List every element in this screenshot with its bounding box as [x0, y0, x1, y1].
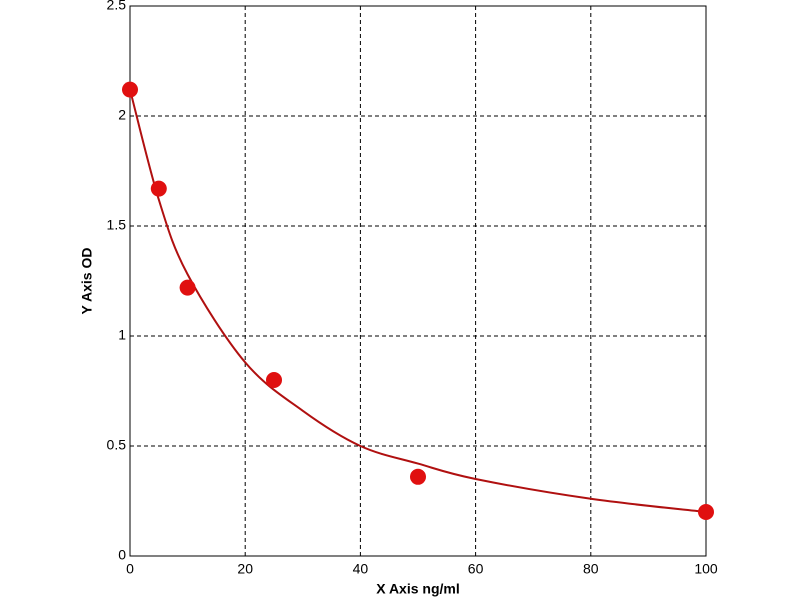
- x-tick-label: 0: [126, 561, 134, 577]
- x-tick-label: 80: [583, 561, 599, 577]
- y-tick-label: 2.5: [107, 0, 127, 13]
- y-axis-label: Y Axis OD: [79, 248, 95, 315]
- data-point: [266, 372, 282, 388]
- x-axis-label: X Axis ng/ml: [376, 581, 460, 597]
- y-tick-label: 1: [118, 327, 126, 343]
- y-tick-label: 1.5: [107, 217, 127, 233]
- plot-border: [129, 5, 707, 557]
- data-point: [410, 468, 426, 485]
- x-tick-label: 40: [353, 561, 369, 577]
- data-point: [122, 81, 138, 98]
- y-tick-label: 0.5: [107, 437, 127, 453]
- x-tick-label: 100: [694, 561, 718, 577]
- data-point: [150, 180, 167, 197]
- x-tick-label: 60: [468, 561, 484, 577]
- x-tick-label: 20: [237, 561, 253, 577]
- y-tick-label: 2: [118, 107, 126, 123]
- fit-curve: [129, 89, 707, 513]
- y-tick-label: 0: [118, 547, 126, 563]
- data-point: [698, 504, 714, 520]
- data-point: [179, 279, 196, 296]
